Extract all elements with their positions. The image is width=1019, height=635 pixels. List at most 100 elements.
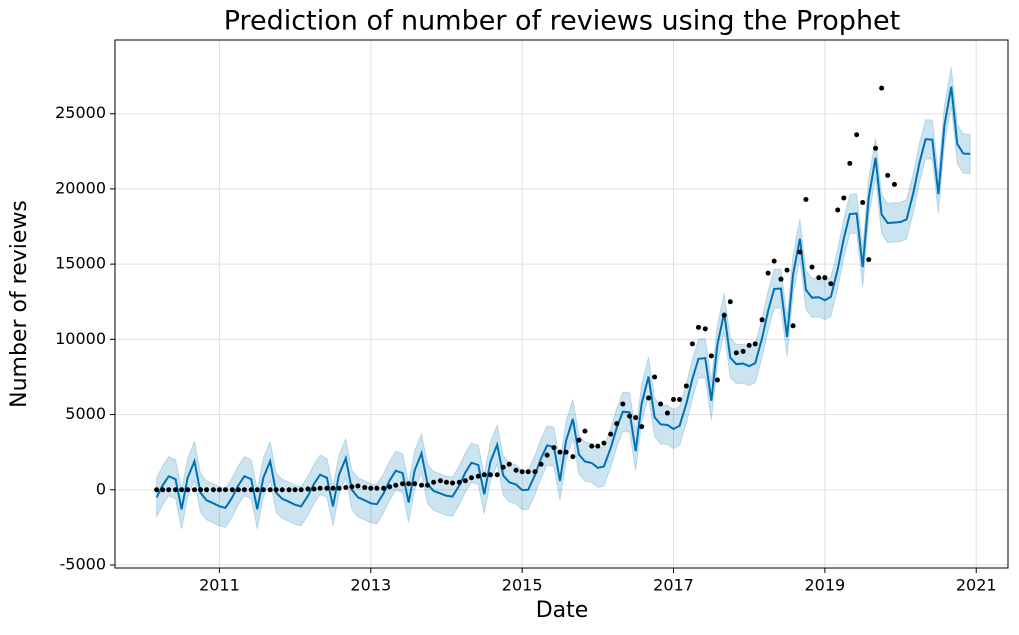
data-point	[557, 449, 563, 455]
data-point	[847, 160, 853, 166]
data-point	[362, 485, 368, 491]
data-point	[759, 317, 765, 323]
data-point	[343, 485, 349, 491]
data-point	[778, 276, 784, 282]
data-point	[191, 487, 197, 493]
data-point	[695, 324, 701, 330]
data-point	[532, 469, 538, 475]
chart-title: Prediction of number of reviews using th…	[224, 6, 901, 37]
data-point	[733, 350, 739, 356]
data-point	[708, 353, 714, 359]
data-point	[487, 472, 493, 478]
data-point	[425, 482, 431, 488]
data-point	[627, 413, 633, 419]
data-point	[412, 481, 418, 487]
data-point	[544, 452, 550, 458]
data-point	[563, 449, 569, 455]
y-tick-label: 5000	[65, 404, 106, 423]
data-point	[816, 275, 822, 281]
data-point	[381, 485, 387, 491]
data-point	[721, 312, 727, 318]
data-point	[885, 172, 891, 178]
x-tick-label: 2011	[199, 576, 240, 595]
data-point	[809, 264, 815, 270]
data-point	[639, 424, 645, 430]
data-point	[765, 270, 771, 276]
data-point	[519, 469, 525, 475]
data-point	[828, 281, 834, 287]
data-point	[241, 487, 247, 493]
data-point	[450, 480, 456, 486]
data-point	[374, 485, 380, 491]
data-point	[746, 342, 752, 348]
data-point	[601, 440, 607, 446]
data-point	[311, 486, 317, 492]
y-tick-label: 0	[96, 479, 106, 498]
data-point	[305, 486, 311, 492]
data-point	[324, 485, 330, 491]
data-point	[336, 485, 342, 491]
y-tick-label: 10000	[55, 329, 106, 348]
data-point	[551, 445, 557, 451]
data-point	[166, 487, 172, 493]
data-point	[406, 481, 412, 487]
data-point	[633, 415, 639, 421]
data-point	[866, 257, 872, 263]
data-point	[475, 473, 481, 479]
data-point	[418, 482, 424, 488]
data-point	[658, 401, 664, 407]
data-point	[506, 461, 512, 467]
data-point	[387, 484, 393, 490]
data-point	[248, 487, 254, 493]
data-point	[368, 485, 374, 491]
data-point	[286, 487, 292, 493]
data-point	[646, 395, 652, 401]
data-point	[204, 487, 210, 493]
data-point	[797, 249, 803, 255]
data-point	[576, 437, 582, 443]
data-point	[179, 487, 185, 493]
data-point	[538, 461, 544, 467]
data-point	[589, 443, 595, 449]
data-point	[873, 145, 879, 151]
data-point	[664, 410, 670, 416]
data-point	[279, 487, 285, 493]
data-point	[891, 181, 897, 187]
y-axis-label: Number of reviews	[7, 200, 32, 408]
data-point	[608, 431, 614, 437]
data-point	[727, 299, 733, 305]
data-point	[570, 454, 576, 460]
data-point	[500, 464, 506, 470]
data-point	[879, 85, 885, 91]
data-point	[222, 487, 228, 493]
data-point	[431, 479, 437, 485]
data-point	[677, 397, 683, 403]
data-point	[689, 341, 695, 347]
data-point	[683, 383, 689, 389]
data-point	[173, 487, 179, 493]
data-point	[513, 467, 519, 473]
data-point	[267, 487, 273, 493]
forecast-line	[155, 86, 971, 510]
data-point	[330, 485, 336, 491]
data-point	[210, 487, 216, 493]
y-tick-label: -5000	[60, 554, 107, 573]
x-tick-label: 2017	[653, 576, 694, 595]
data-point	[400, 481, 406, 487]
data-point	[216, 487, 222, 493]
data-point	[355, 483, 361, 489]
data-point	[854, 132, 860, 138]
data-point	[160, 487, 166, 493]
data-point	[437, 478, 443, 484]
data-point	[235, 487, 241, 493]
data-point	[595, 443, 601, 449]
data-point	[462, 478, 468, 484]
data-point	[614, 421, 620, 427]
data-point	[494, 472, 500, 478]
x-tick-label: 2021	[956, 576, 997, 595]
data-point	[702, 326, 708, 332]
data-point	[841, 195, 847, 201]
data-point	[671, 397, 677, 403]
data-point	[835, 207, 841, 213]
x-tick-label: 2019	[804, 576, 845, 595]
